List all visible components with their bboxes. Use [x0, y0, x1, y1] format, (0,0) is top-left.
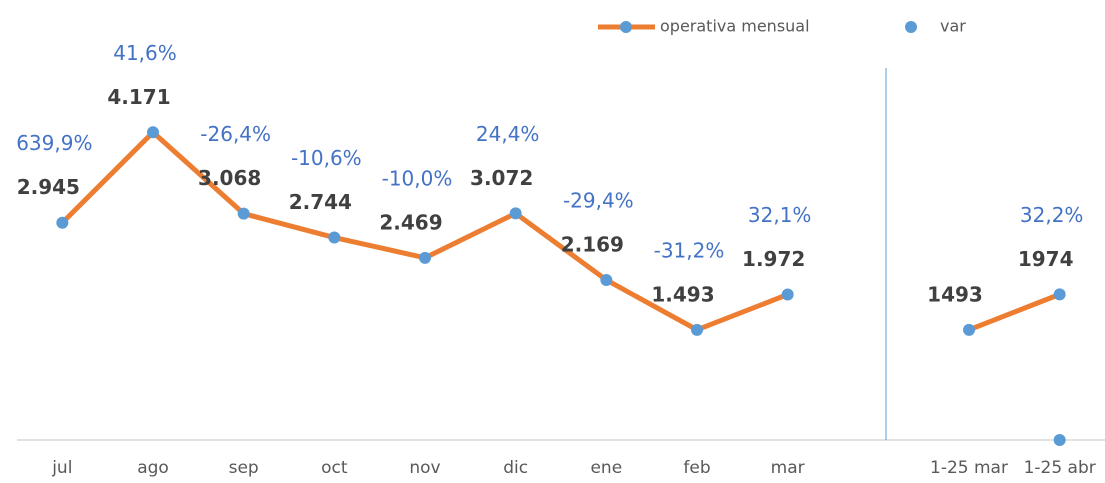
- legend-label: operativa mensual: [660, 17, 810, 36]
- legend-label: var: [940, 17, 966, 36]
- value-label: 2.169: [561, 232, 624, 256]
- value-label: 2.945: [17, 175, 80, 199]
- value-label: 1.493: [651, 282, 714, 306]
- line: [968, 292, 1061, 333]
- value-label: 1974: [1018, 247, 1074, 271]
- var-marker: [1053, 433, 1066, 446]
- x-tick-label: 1-25 mar: [930, 458, 1008, 478]
- var-label: -26,4%: [200, 122, 271, 146]
- var-label: -31,2%: [654, 238, 725, 262]
- x-tick-label: 1-25 abr: [1024, 458, 1096, 478]
- var-label: 639,9%: [16, 131, 92, 155]
- value-label: 2.469: [379, 210, 442, 234]
- var-label: -29,4%: [563, 188, 634, 212]
- x-tick-label: oct: [321, 458, 348, 478]
- x-tick-label: jul: [51, 458, 72, 478]
- value-label: 3.068: [198, 166, 261, 190]
- marker: [56, 216, 69, 229]
- marker: [600, 273, 613, 286]
- marker: [237, 207, 250, 220]
- marker: [147, 126, 159, 139]
- var-label: 24,4%: [476, 122, 540, 146]
- x-tick-label: nov: [409, 458, 440, 478]
- legend-marker: [620, 21, 632, 33]
- var-label: 41,6%: [113, 41, 177, 65]
- x-tick-label: mar: [771, 458, 805, 478]
- marker: [419, 251, 431, 264]
- value-label: 1493: [927, 282, 983, 306]
- x-tick-label: feb: [683, 458, 710, 478]
- x-tick-label: ene: [590, 458, 622, 478]
- marker: [691, 323, 703, 336]
- var-label: 32,1%: [748, 203, 812, 227]
- x-tick-label: sep: [229, 458, 259, 478]
- marker: [509, 207, 522, 220]
- var-label: -10,6%: [291, 146, 362, 170]
- value-label: 3.072: [470, 166, 533, 190]
- x-tick-label: dic: [503, 458, 528, 478]
- marker: [781, 288, 794, 301]
- x-tick-label: ago: [137, 458, 169, 478]
- var-label: 32,2%: [1020, 203, 1084, 227]
- marker: [1053, 288, 1066, 301]
- legend-marker: [905, 21, 917, 33]
- value-label: 2.744: [289, 190, 352, 214]
- value-label: 1.972: [742, 247, 805, 271]
- marker: [963, 323, 975, 336]
- var-label: -10,0%: [382, 166, 453, 190]
- marker: [328, 231, 341, 244]
- value-label: 4.171: [107, 85, 170, 109]
